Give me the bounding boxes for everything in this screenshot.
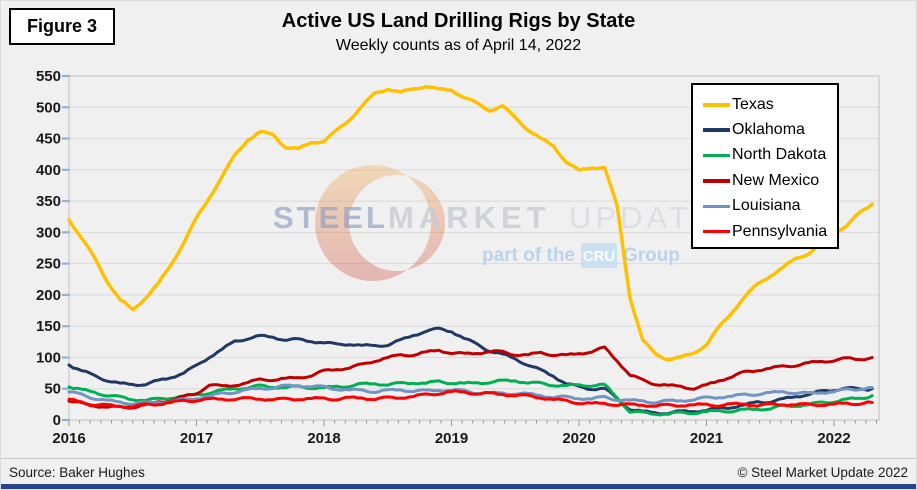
legend-swatch	[703, 229, 730, 234]
legend-swatch	[703, 179, 730, 183]
cru-logo-box	[581, 243, 617, 268]
figure-badge: Figure 3	[9, 8, 116, 45]
series-line-texas	[67, 84, 874, 362]
legend-swatch	[703, 204, 730, 208]
y-axis-tick-label: 450	[36, 131, 61, 148]
source-note: Source: Baker Hughes	[9, 465, 145, 480]
legend-item-louisiana: Louisiana	[703, 194, 837, 219]
legend-item-north-dakota: North Dakota	[703, 143, 837, 168]
crescent-logo-icon	[315, 165, 445, 281]
series-line-pennsylvania	[67, 389, 874, 409]
y-axis-tick-label: 0	[53, 412, 61, 429]
plot-border	[68, 75, 880, 421]
x-axis-tick-label: 2018	[307, 430, 340, 447]
watermark: STEEL MARKET UPDATE part of the CRU Grou…	[273, 165, 716, 281]
footer-divider	[1, 458, 916, 459]
x-axis-tick-label: 2020	[562, 430, 595, 447]
legend-label: Pennsylvania	[732, 222, 828, 240]
legend-label: Texas	[732, 95, 774, 113]
grid-layer: 0 50 100 150 200 250 300 350 400 450 500 550 2016 201…	[36, 68, 880, 447]
series-line-north-dakota	[67, 378, 874, 417]
legend-item-oklahoma: Oklahoma	[703, 117, 837, 142]
y-axis-tick-label: 200	[36, 287, 61, 304]
legend-label: Louisiana	[732, 197, 801, 215]
legend-swatch	[703, 153, 730, 158]
legend-label: New Mexico	[732, 171, 820, 189]
watermark-group: Group	[623, 245, 680, 266]
x-axis-tick-label: 2022	[817, 430, 850, 447]
legend-label: North Dakota	[732, 146, 827, 164]
y-axis-tick-label: 50	[44, 381, 61, 398]
legend-swatch	[703, 128, 730, 132]
legend-item-pennsylvania: Pennsylvania	[703, 219, 837, 244]
legend-item-new-mexico: New Mexico	[703, 168, 837, 193]
y-axis-tick-label: 500	[36, 99, 61, 116]
y-axis-tick-label: 350	[36, 193, 61, 210]
page-subtitle: Weekly counts as of April 14, 2022	[335, 37, 582, 54]
x-axis-tick-label: 2021	[690, 430, 723, 447]
x-axis-tick-label: 2019	[435, 430, 468, 447]
watermark-part-of-the: part of the	[482, 245, 575, 266]
page-title: Active US Land Drilling Rigs by State	[281, 10, 636, 32]
legend-item-texas: Texas	[703, 92, 837, 117]
y-axis-tick-label: 150	[36, 318, 61, 335]
watermark-market: MARKET	[388, 200, 551, 235]
x-axis-tick-label: 2016	[52, 430, 85, 447]
rigs-line-chart: 0 50 100 150 200 250 300 350 400 450 500 550 2016 201…	[36, 68, 880, 447]
watermark-cru: CRU	[583, 248, 616, 265]
y-axis-tick-label: 550	[36, 68, 61, 85]
series-line-oklahoma	[67, 326, 874, 416]
series-line-new-mexico	[67, 345, 874, 410]
legend: Texas Oklahoma North Dakota New Mexico Louis…	[691, 83, 839, 249]
copyright-note: © Steel Market Update 2022	[737, 465, 908, 480]
y-axis-tick-label: 400	[36, 162, 61, 179]
legend-label: Oklahoma	[732, 121, 805, 139]
legend-swatch	[703, 102, 730, 107]
y-axis-tick-label: 300	[36, 224, 61, 241]
series-layer	[67, 84, 874, 417]
bottom-bar	[1, 484, 916, 489]
watermark-update: UPDATE	[569, 200, 716, 235]
y-axis-tick-label: 250	[36, 256, 61, 273]
x-axis-tick-label: 2017	[180, 430, 213, 447]
y-axis-tick-label: 100	[36, 349, 61, 366]
watermark-steel: STEEL	[273, 200, 388, 235]
